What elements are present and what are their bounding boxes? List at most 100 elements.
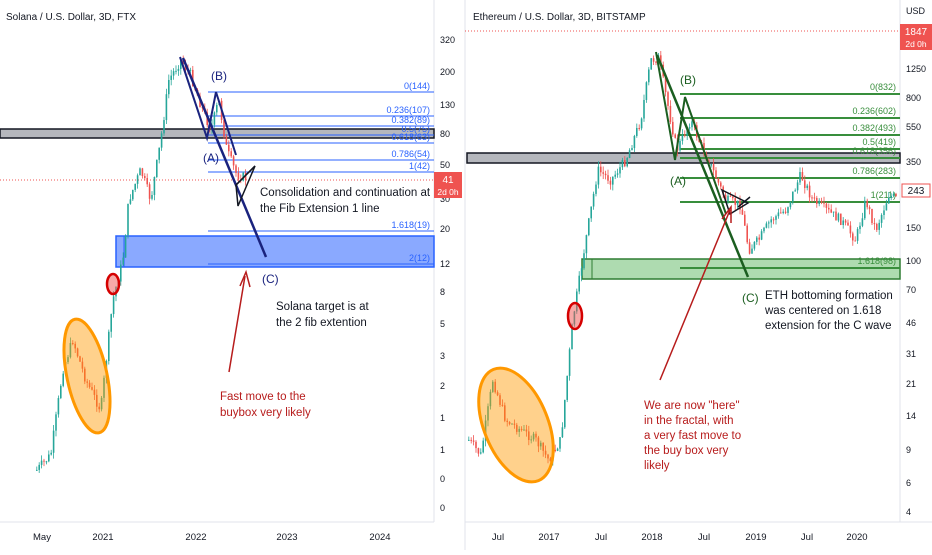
right-candle-body [583,253,585,269]
left-candle-body [67,357,69,363]
right-chart-title: Ethereum / U.S. Dollar, 3D, BITSTAMP [473,12,646,23]
right-candle-body [729,195,732,197]
right-candle-body [640,118,643,129]
left-trend-line [181,57,268,258]
right-candle-body [530,439,532,441]
right-y-tick-label: 31 [906,349,916,359]
right-candle-body [592,193,595,207]
right-candle-body [736,200,739,205]
left-candle-body [79,356,81,362]
left-fractal-ellipse [62,317,112,435]
right-y-tick-label: 550 [906,122,921,132]
right-candle-body [660,55,662,65]
left-candle-body [81,361,84,369]
right-candle-body [626,158,628,167]
right-breakout-circle [566,301,584,331]
right-candle-body [672,121,674,135]
right-arrow-line [659,209,731,381]
right-candle-body [753,241,756,249]
right-candle-body [756,237,758,242]
right-x-tick-label: Jul [595,532,607,543]
left-y-tick-label: 3 [440,351,445,361]
left-candle-body [103,377,105,398]
left-fib-label: 1(42) [409,161,430,171]
left-candle-body [124,235,127,258]
right-candle-body [686,128,688,136]
left-candle-body [52,430,55,453]
left-candle-body [50,452,52,455]
left-candle-body [43,460,45,462]
right-candle-body [506,420,508,422]
right-candle-body [664,76,667,93]
right-candle-body [856,229,859,241]
left-candle-body [182,59,184,65]
left-x-tick-label: 2023 [276,532,297,543]
right-candle-body [489,391,492,407]
right-fractal-ellipse [477,366,555,484]
right-y-tick-label: 14 [906,411,916,421]
left-target-line-2: the 2 fib extention [276,317,367,329]
right-candle-body [868,207,871,209]
left-chart-title: Solana / U.S. Dollar, 3D, FTX [6,12,136,23]
left-candle-body [172,71,175,76]
right-candle-body [837,213,840,221]
left-candle-body [93,389,96,395]
right-candle-body [842,220,844,225]
left-y-tick-label: 0 [440,474,445,484]
right-candle-body [684,134,686,136]
left-candle-body [136,175,139,184]
left-y-tick-label: 20 [440,224,450,234]
left-candle-body [72,342,74,344]
right-last-price-badge [901,183,931,198]
right-y-tick-label: 4 [906,507,911,517]
left-y-tick-label: 320 [440,35,455,45]
right-candle-body [559,437,561,449]
right-pennant [720,188,750,216]
left-candle-body [189,69,192,71]
left-breakout-circle [105,272,121,296]
right-candle-body [765,223,768,228]
right-candle-body [748,242,751,254]
right-candle-body [866,200,868,208]
left-candle-body [192,69,194,86]
left-candle-body [127,203,129,236]
right-candle-body [621,160,624,168]
right-candle-body [643,99,645,119]
left-y-tick-label: 8 [440,287,445,297]
left-candle-body [129,199,132,204]
left-candle-body [112,296,115,315]
right-candle-body [681,134,684,141]
right-candle-body [511,423,513,425]
right-candle-body [792,191,794,202]
right-candle-body [576,291,578,312]
right-candle-body [590,206,592,219]
left-candle-body [213,112,216,125]
left-candle-body [228,144,230,152]
right-candle-body [832,211,835,213]
left-candle-body [237,172,240,180]
left-y-tick-label: 80 [440,129,450,139]
left-y-tick-label: 30 [440,194,450,204]
right-candle-body [679,140,681,151]
right-arrow-head [721,204,732,223]
left-candle-body [168,79,170,95]
left-candle-body [57,398,60,415]
right-candle-body [816,197,818,204]
left-candle-body [139,168,141,176]
right-candle-body [784,211,787,213]
right-candle-body [758,237,760,240]
right-candle-body [734,198,736,205]
right-candle-body [571,324,573,350]
right-candle-body [508,421,511,425]
right-wave-a-label: (A) [670,174,686,188]
right-candle-body [619,167,621,174]
left-buy-box [115,235,435,268]
right-candle-body [801,172,804,181]
right-fib-label: 1(211) [871,190,896,200]
right-candle-body [890,195,892,198]
right-candle-body [650,58,652,70]
left-candle-body [84,368,86,382]
right-candle-body [554,449,556,451]
left-candle-body [122,257,124,265]
